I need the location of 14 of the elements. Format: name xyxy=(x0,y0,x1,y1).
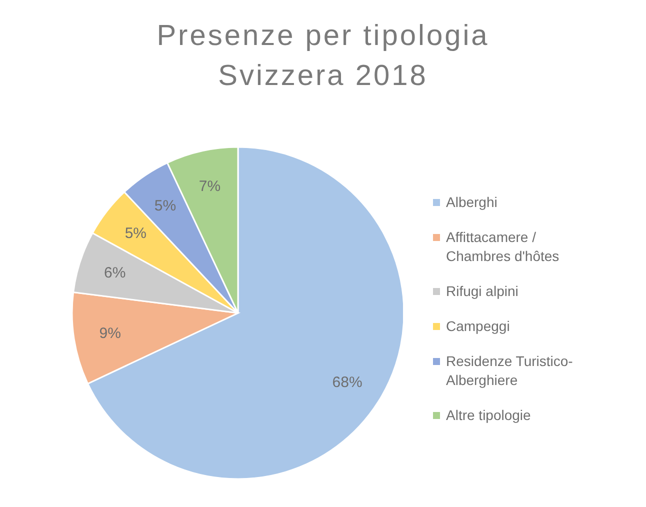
legend-label: Affittacamere / Chambres d'hôtes xyxy=(446,228,560,266)
data-label: 6% xyxy=(104,264,126,282)
legend-label: Campeggi xyxy=(446,316,510,336)
data-label: 68% xyxy=(332,374,362,391)
legend-label: Alberghi xyxy=(446,192,498,212)
chart-title: Presenze per tipologia xyxy=(156,19,490,54)
data-label: 5% xyxy=(124,225,147,242)
data-label: 7% xyxy=(198,178,221,196)
legend-label: Residenze Turistico-Alberghiere xyxy=(446,352,574,390)
data-label: 9% xyxy=(99,324,121,342)
data-label: 5% xyxy=(154,197,176,214)
chart-subtitle: Svizzera 2018 xyxy=(217,59,429,94)
legend-label: Rifugi alpini xyxy=(446,282,518,300)
legend-label: Altre tipologie xyxy=(446,406,531,424)
